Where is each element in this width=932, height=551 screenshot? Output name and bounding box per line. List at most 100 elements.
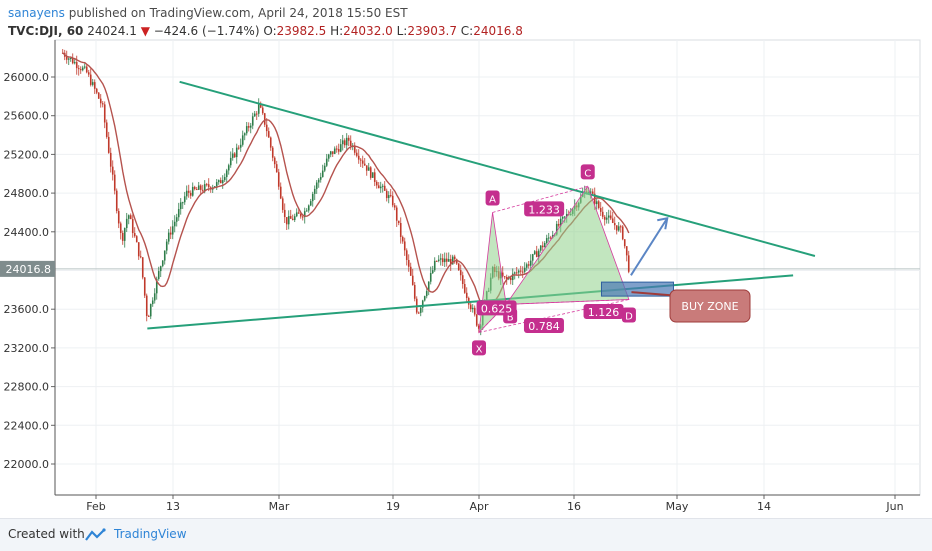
projection-arrow-icon [630,217,669,276]
candle-up [555,223,558,235]
candle-down [267,131,270,138]
candle-down [301,216,304,218]
candle-down [501,272,504,277]
candle-down [289,216,292,219]
candle-down [71,57,74,64]
y-tick-label: 23600.0 [4,303,50,316]
candle-up [589,191,592,193]
candle-up [125,218,128,229]
candle-up [153,293,156,301]
candle-up [387,195,390,199]
candle-down [395,207,398,221]
ratio-label: 1.126 [588,306,620,319]
candle-down [475,314,478,326]
candle-up [513,272,516,274]
candle-up [151,300,154,305]
candle-down [97,92,100,99]
open-value: 23982.5 [276,24,327,38]
candle-up [539,245,542,251]
author-link[interactable]: sanayens [8,6,65,20]
candle-down [461,275,464,285]
candle-up [341,140,344,145]
candle-down [115,190,118,212]
candle-down [187,190,190,193]
candle-up [203,184,206,191]
pattern-point-badge [472,340,486,356]
candle-down [77,68,80,70]
candle-down [337,149,340,152]
candle-down [361,160,364,164]
candle-up [213,186,216,188]
candle-up [315,182,318,189]
candle-down [603,216,606,220]
candle-down [615,225,618,231]
candle-up [511,273,514,281]
pattern-point-badge [621,307,636,323]
candle-down [457,263,460,271]
candle-up [165,241,168,251]
candle-down [519,270,522,272]
candle-up [545,238,548,244]
tradingview-brand-link[interactable]: TradingView [114,527,187,541]
tradingview-logo-icon[interactable] [84,528,108,542]
candle-down [79,69,82,71]
candle-down [357,155,360,160]
candle-up [379,186,382,189]
candle-down [105,122,108,137]
candle-down [291,218,294,221]
candle-down [625,246,628,256]
chart-drawings: X A B C D 0.625 1.233 1.126 0.784 BUY ZONE [147,80,816,356]
candle-up [171,226,174,235]
candle-up [547,237,550,239]
candle-down [385,190,388,199]
candle-down [265,124,268,132]
buy-zone-box [600,281,674,297]
candle-down [147,315,150,317]
candle-up [155,278,158,294]
candle-up [91,82,94,85]
candle-down [391,195,394,206]
candle-down [365,165,368,171]
candle-up [605,217,608,220]
candle-down [255,113,258,115]
candle-up [427,281,430,292]
candle-up [235,147,238,158]
candle-up [339,144,342,152]
candle-down [557,223,560,226]
candle-down [459,270,462,276]
candle-down [449,259,452,265]
candle-down [121,232,124,241]
x-tick-label: 13 [166,500,180,513]
trendline-upper [179,80,816,257]
candle-down [527,264,530,266]
candle-up [215,182,218,187]
candle-up [531,254,534,261]
candle-down [277,172,280,187]
candle-up [159,266,162,272]
candle-down [275,164,278,173]
low-value: 23903.7 [407,24,457,38]
candle-down [129,215,132,220]
candle-down [101,103,104,105]
candle-up [617,226,620,231]
candle-down [409,266,412,276]
candle-up [319,176,322,180]
y-tick-label: 24800.0 [4,187,50,200]
candle-down [65,56,68,60]
current-price-tag [0,260,55,277]
candle-up [439,258,442,260]
candle-up [257,104,260,114]
candle-down [399,223,402,237]
last-price: 24024.1 [87,24,137,38]
close-value: 24016.8 [473,24,523,38]
candle-down [509,277,512,281]
candle-down [281,198,284,210]
candle-up [543,243,546,248]
symbol-name[interactable]: TVC:DJI, 60 [8,24,84,38]
x-tick-label: 19 [386,500,400,513]
candle-down [189,192,192,196]
candle-down [549,237,552,239]
candle-down [455,259,458,264]
candle-up [191,186,194,196]
